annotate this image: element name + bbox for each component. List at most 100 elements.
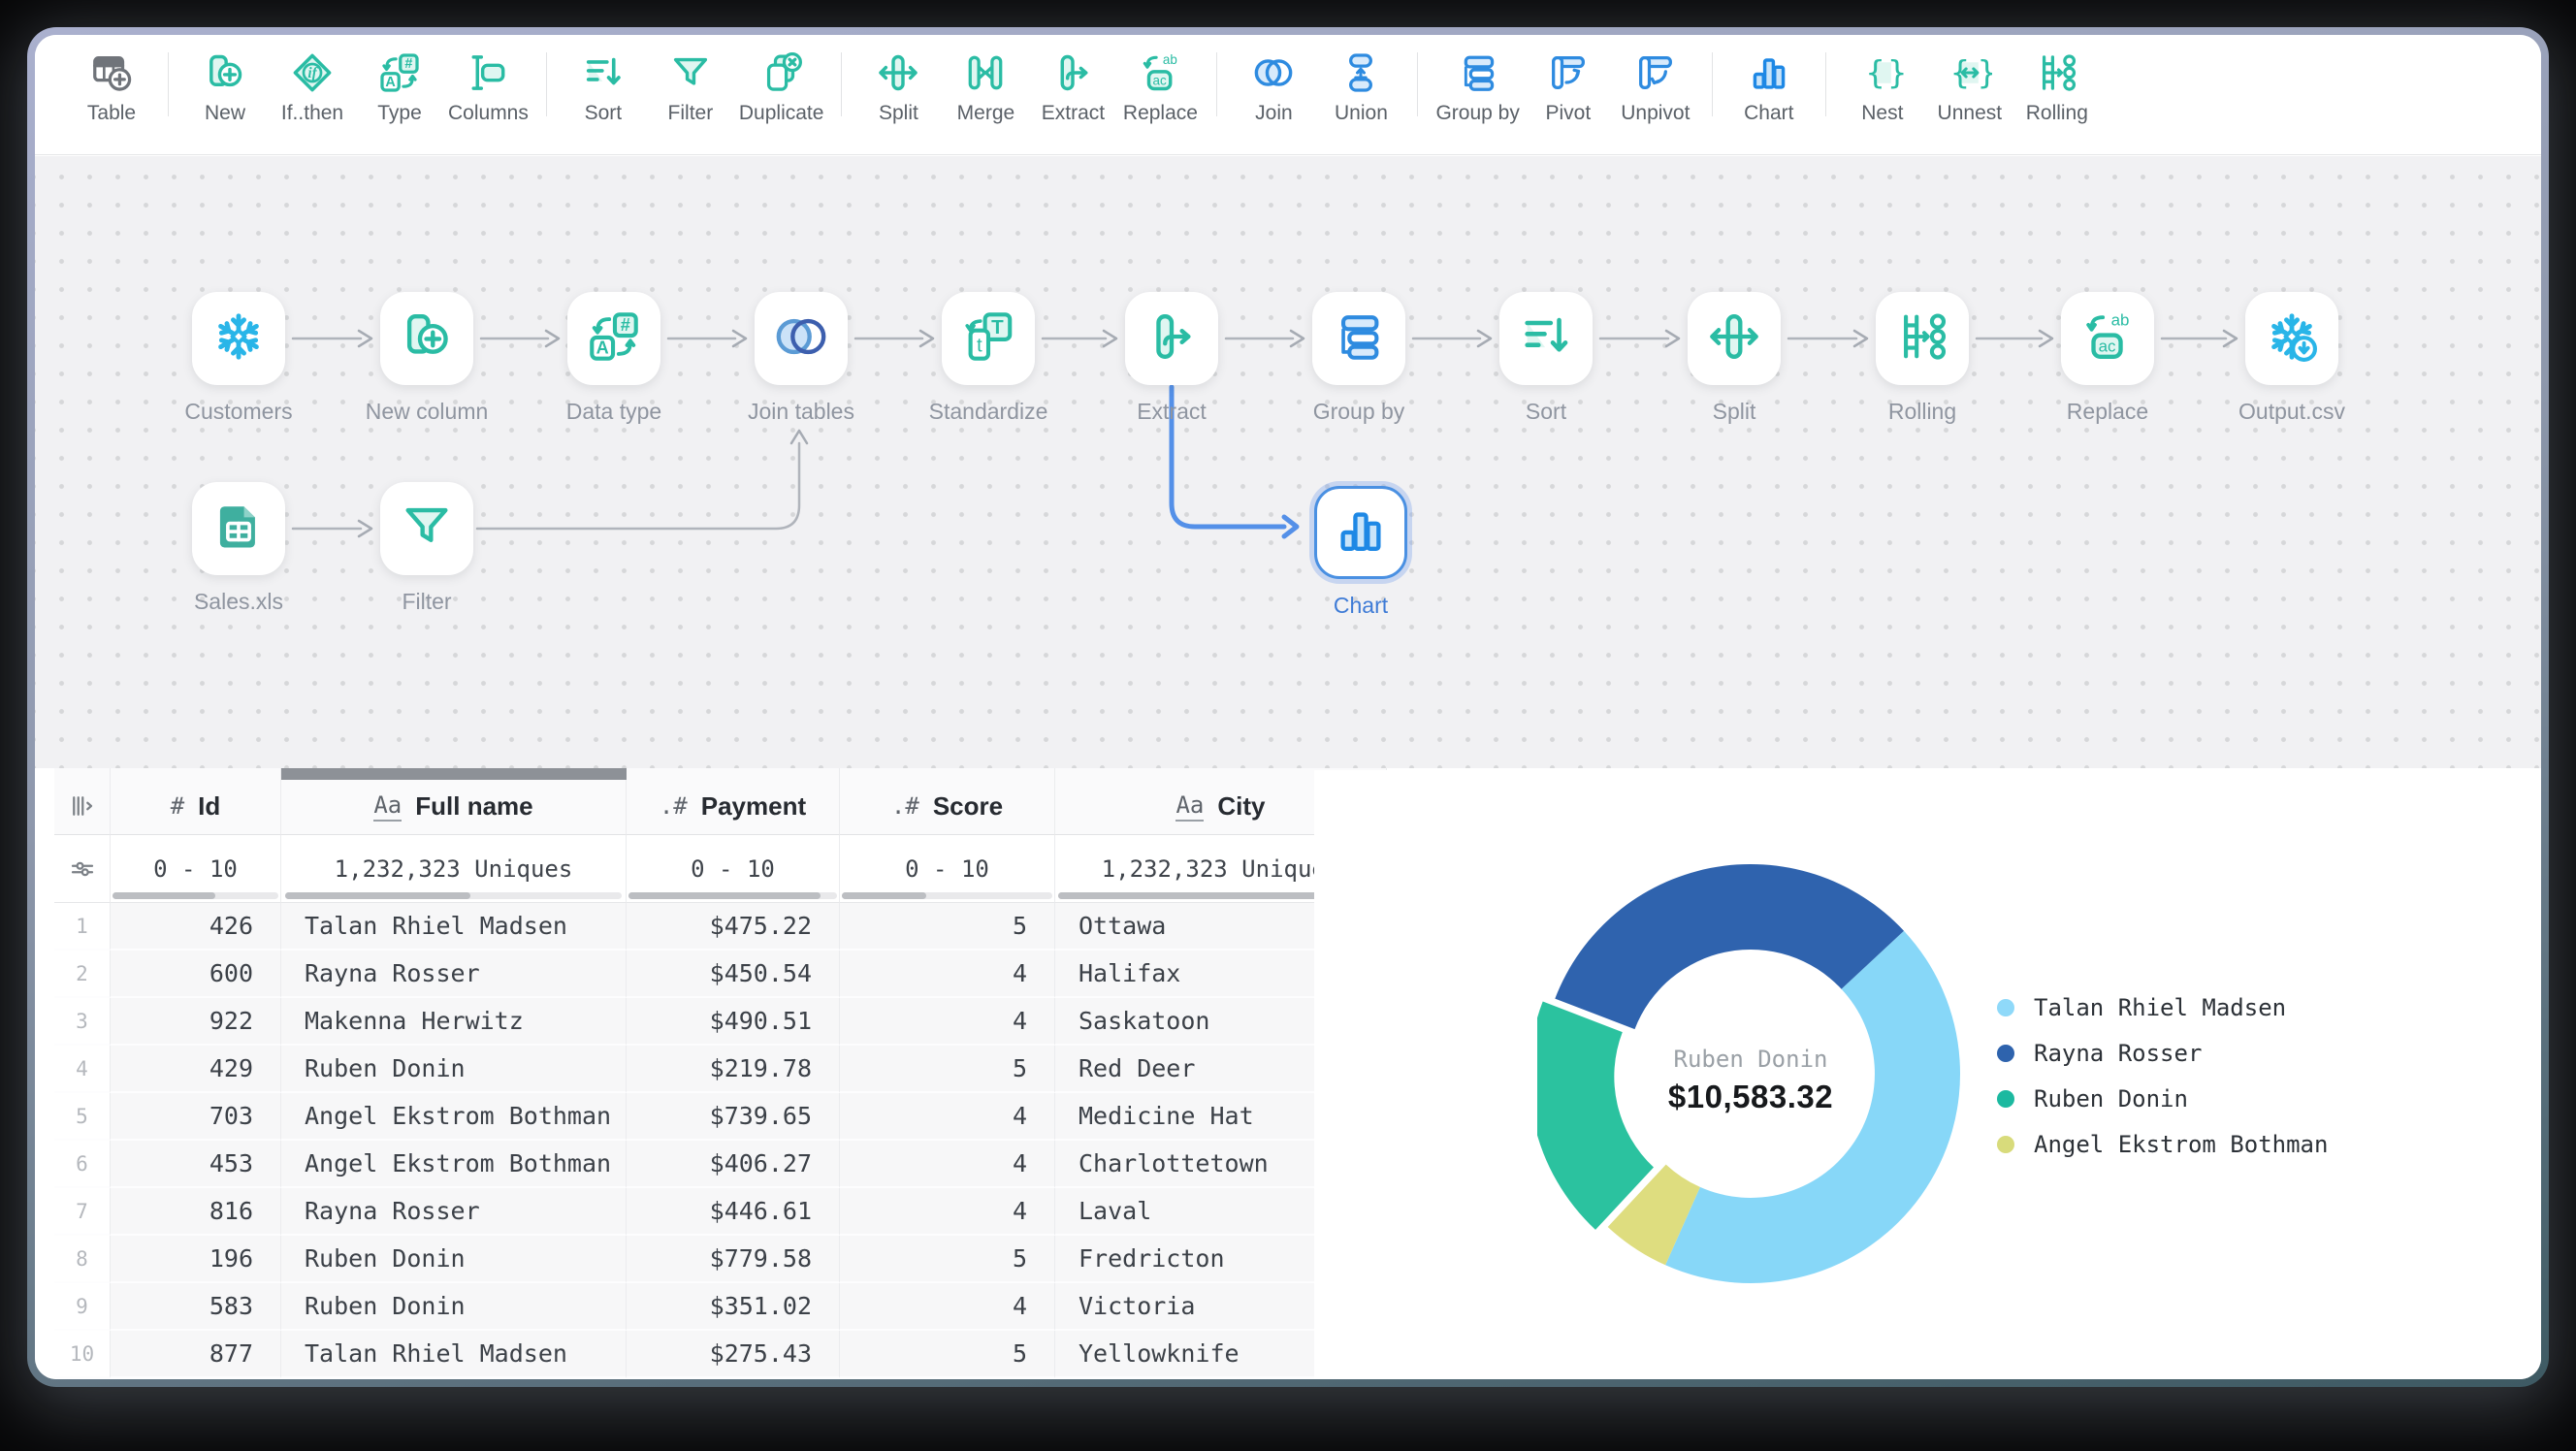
toolbar-button-split[interactable]: Split xyxy=(859,50,937,125)
table-cell[interactable]: $739.65 xyxy=(627,1093,840,1141)
table-cell[interactable]: 4 xyxy=(840,951,1055,998)
toolbar-button-pivot[interactable]: Pivot xyxy=(1530,50,1607,125)
table-cell[interactable]: 453 xyxy=(111,1141,281,1188)
toolbar-button-replace[interactable]: ab ac Replace xyxy=(1121,50,1199,125)
donut-chart[interactable] xyxy=(1537,860,1964,1287)
row-number[interactable]: 7 xyxy=(54,1188,111,1236)
table-cell[interactable]: $446.61 xyxy=(627,1188,840,1236)
table-cell[interactable]: $450.54 xyxy=(627,951,840,998)
table-cell[interactable]: $490.51 xyxy=(627,998,840,1046)
table-cell[interactable]: $475.22 xyxy=(627,903,840,951)
table-cell[interactable]: 429 xyxy=(111,1046,281,1093)
legend-item[interactable]: Angel Ekstrom Bothman xyxy=(1997,1121,2328,1167)
toolbar-button-type[interactable]: # A Type xyxy=(361,50,438,125)
table-cell[interactable]: 877 xyxy=(111,1331,281,1378)
row-number[interactable]: 9 xyxy=(54,1283,111,1331)
toolbar-button-new[interactable]: New xyxy=(186,50,264,125)
column-header-score[interactable]: .# Score xyxy=(840,768,1055,835)
flow-node-group-by[interactable] xyxy=(1312,292,1405,385)
table-cell[interactable]: $406.27 xyxy=(627,1141,840,1188)
table-cell[interactable]: $351.02 xyxy=(627,1283,840,1331)
column-filter-payment[interactable]: 0 - 10 xyxy=(627,835,840,903)
toolbar-button-chart[interactable]: Chart xyxy=(1730,50,1808,125)
column-filter-full-name[interactable]: 1,232,323 Uniques xyxy=(281,835,627,903)
toolbar-button-if-then[interactable]: if If..then xyxy=(274,50,351,125)
toolbar-button-unnest[interactable]: {} Unnest xyxy=(1931,50,2009,125)
column-scrollbar-thumb[interactable] xyxy=(628,892,821,899)
column-header-id[interactable]: # Id xyxy=(111,768,281,835)
table-cell[interactable]: 5 xyxy=(840,1236,1055,1283)
table-cell[interactable]: 426 xyxy=(111,903,281,951)
column-scrollbar-thumb[interactable] xyxy=(284,892,470,899)
flow-node-output-csv[interactable] xyxy=(2245,292,2338,385)
donut-slice-ruben-donin[interactable] xyxy=(1537,1001,1654,1230)
column-filter-id[interactable]: 0 - 10 xyxy=(111,835,281,903)
toolbar-button-sort[interactable]: Sort xyxy=(564,50,642,125)
toolbar-button-nest[interactable]: {} Nest xyxy=(1844,50,1921,125)
table-cell[interactable]: 816 xyxy=(111,1188,281,1236)
flow-node-customers[interactable] xyxy=(192,292,285,385)
donut-slice-rayna-rosser[interactable] xyxy=(1555,863,1904,1030)
legend-item[interactable]: Talan Rhiel Madsen xyxy=(1997,984,2328,1030)
toolbar-button-group-by[interactable]: Group by xyxy=(1435,50,1520,125)
table-cell[interactable]: Ruben Donin xyxy=(281,1046,627,1093)
donut-slice-angel-ekstrom-bothman[interactable] xyxy=(1607,1164,1700,1266)
row-number[interactable]: 2 xyxy=(54,951,111,998)
table-cell[interactable]: Rayna Rosser xyxy=(281,951,627,998)
column-scrollbar[interactable] xyxy=(628,892,837,899)
column-scrollbar[interactable] xyxy=(112,892,279,899)
table-cell[interactable]: Makenna Herwitz xyxy=(281,998,627,1046)
flow-node-replace[interactable]: ab ac xyxy=(2061,292,2154,385)
toolbar-button-unpivot[interactable]: Unpivot xyxy=(1617,50,1694,125)
flow-node-sort[interactable] xyxy=(1499,292,1593,385)
table-cell[interactable]: 4 xyxy=(840,1093,1055,1141)
toolbar-button-join[interactable]: Join xyxy=(1235,50,1312,125)
table-cell[interactable]: 922 xyxy=(111,998,281,1046)
table-cell[interactable]: 4 xyxy=(840,1141,1055,1188)
row-number[interactable]: 8 xyxy=(54,1236,111,1283)
toolbar-button-table[interactable]: Table xyxy=(73,50,150,125)
column-scrollbar-thumb[interactable] xyxy=(1058,892,1335,899)
flow-node-extract[interactable] xyxy=(1125,292,1218,385)
filter-settings-cell[interactable] xyxy=(54,835,111,903)
flow-node-rolling[interactable] xyxy=(1876,292,1969,385)
column-scrollbar[interactable] xyxy=(1058,892,1383,899)
flow-node-chart[interactable] xyxy=(1314,486,1407,579)
flow-node-filter[interactable] xyxy=(380,482,473,575)
donut-slice-talan-rhiel-madsen[interactable] xyxy=(1665,930,1961,1284)
column-handle-cell[interactable] xyxy=(54,768,111,835)
column-scrollbar[interactable] xyxy=(284,892,623,899)
table-cell[interactable]: Angel Ekstrom Bothman xyxy=(281,1141,627,1188)
toolbar-button-columns[interactable]: Columns xyxy=(448,50,529,125)
table-cell[interactable]: Ruben Donin xyxy=(281,1283,627,1331)
table-cell[interactable]: 600 xyxy=(111,951,281,998)
table-cell[interactable]: Angel Ekstrom Bothman xyxy=(281,1093,627,1141)
table-cell[interactable]: Talan Rhiel Madsen xyxy=(281,903,627,951)
table-cell[interactable]: 4 xyxy=(840,1188,1055,1236)
table-cell[interactable]: Rayna Rosser xyxy=(281,1188,627,1236)
row-number[interactable]: 10 xyxy=(54,1331,111,1378)
toolbar-button-rolling[interactable]: Rolling xyxy=(2018,50,2096,125)
toolbar-button-merge[interactable]: Merge xyxy=(947,50,1024,125)
column-filter-score[interactable]: 0 - 10 xyxy=(840,835,1055,903)
table-cell[interactable]: 583 xyxy=(111,1283,281,1331)
column-scrollbar[interactable] xyxy=(842,892,1052,899)
column-header-city[interactable]: Aa City xyxy=(1055,768,1387,835)
table-cell[interactable]: 703 xyxy=(111,1093,281,1141)
table-cell[interactable]: 196 xyxy=(111,1236,281,1283)
flow-node-join-tables[interactable] xyxy=(755,292,848,385)
table-cell[interactable]: 5 xyxy=(840,903,1055,951)
flow-node-split[interactable] xyxy=(1688,292,1781,385)
column-header-payment[interactable]: .# Payment xyxy=(627,768,840,835)
flow-node-sales-xls[interactable] xyxy=(192,482,285,575)
toolbar-button-union[interactable]: Union xyxy=(1322,50,1400,125)
table-cell[interactable]: $275.43 xyxy=(627,1331,840,1378)
row-number[interactable]: 1 xyxy=(54,903,111,951)
flow-node-new-column[interactable] xyxy=(380,292,473,385)
flow-canvas[interactable]: Customers New column # A Data type Join table… xyxy=(35,156,2541,768)
table-cell[interactable]: $219.78 xyxy=(627,1046,840,1093)
table-cell[interactable]: Ruben Donin xyxy=(281,1236,627,1283)
row-number[interactable]: 4 xyxy=(54,1046,111,1093)
toolbar-button-filter[interactable]: Filter xyxy=(652,50,729,125)
